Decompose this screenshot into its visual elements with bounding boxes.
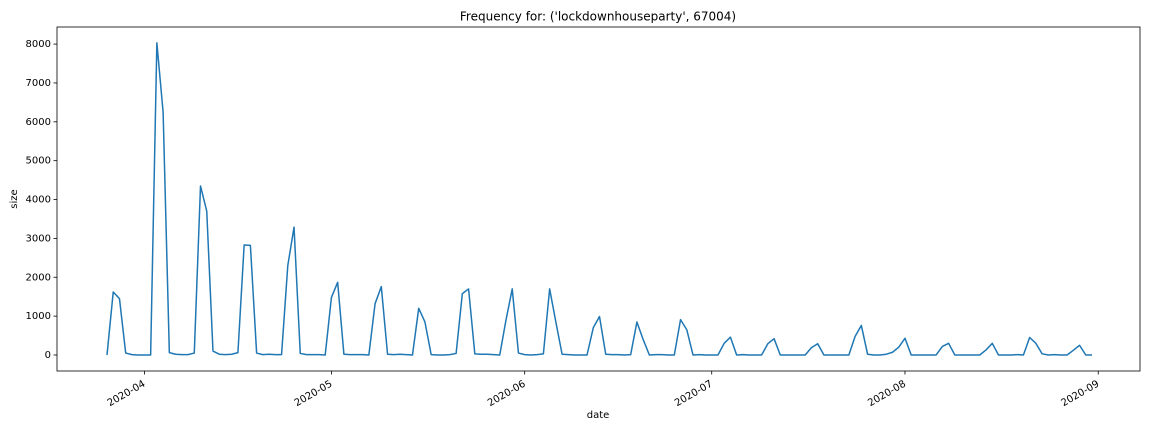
y-tick-label: 3000 [26,233,51,244]
x-tick-label: 2020-04 [106,379,148,409]
x-tick-label: 2020-08 [866,379,908,409]
y-tick-label: 1000 [26,311,51,322]
y-tick-label: 5000 [26,156,51,167]
x-tick-label: 2020-05 [293,379,335,409]
y-tick-label: 6000 [26,117,51,128]
y-tick-label: 0 [45,350,51,361]
plot-frame [56,26,1141,372]
y-tick-label: 4000 [26,195,51,206]
x-tick-label: 2020-07 [673,379,715,409]
y-tick-label: 8000 [26,39,51,50]
x-tick-label: 2020-06 [486,379,528,409]
x-axis-label: date [587,410,610,421]
data-line [106,42,1092,356]
y-tick-label: 2000 [26,272,51,283]
y-tick-label: 7000 [26,78,51,89]
chart-title: Frequency for: ('lockdownhouseparty', 67… [460,10,736,24]
y-axis-label: size [9,189,20,208]
x-tick-label: 2020-09 [1060,379,1102,409]
